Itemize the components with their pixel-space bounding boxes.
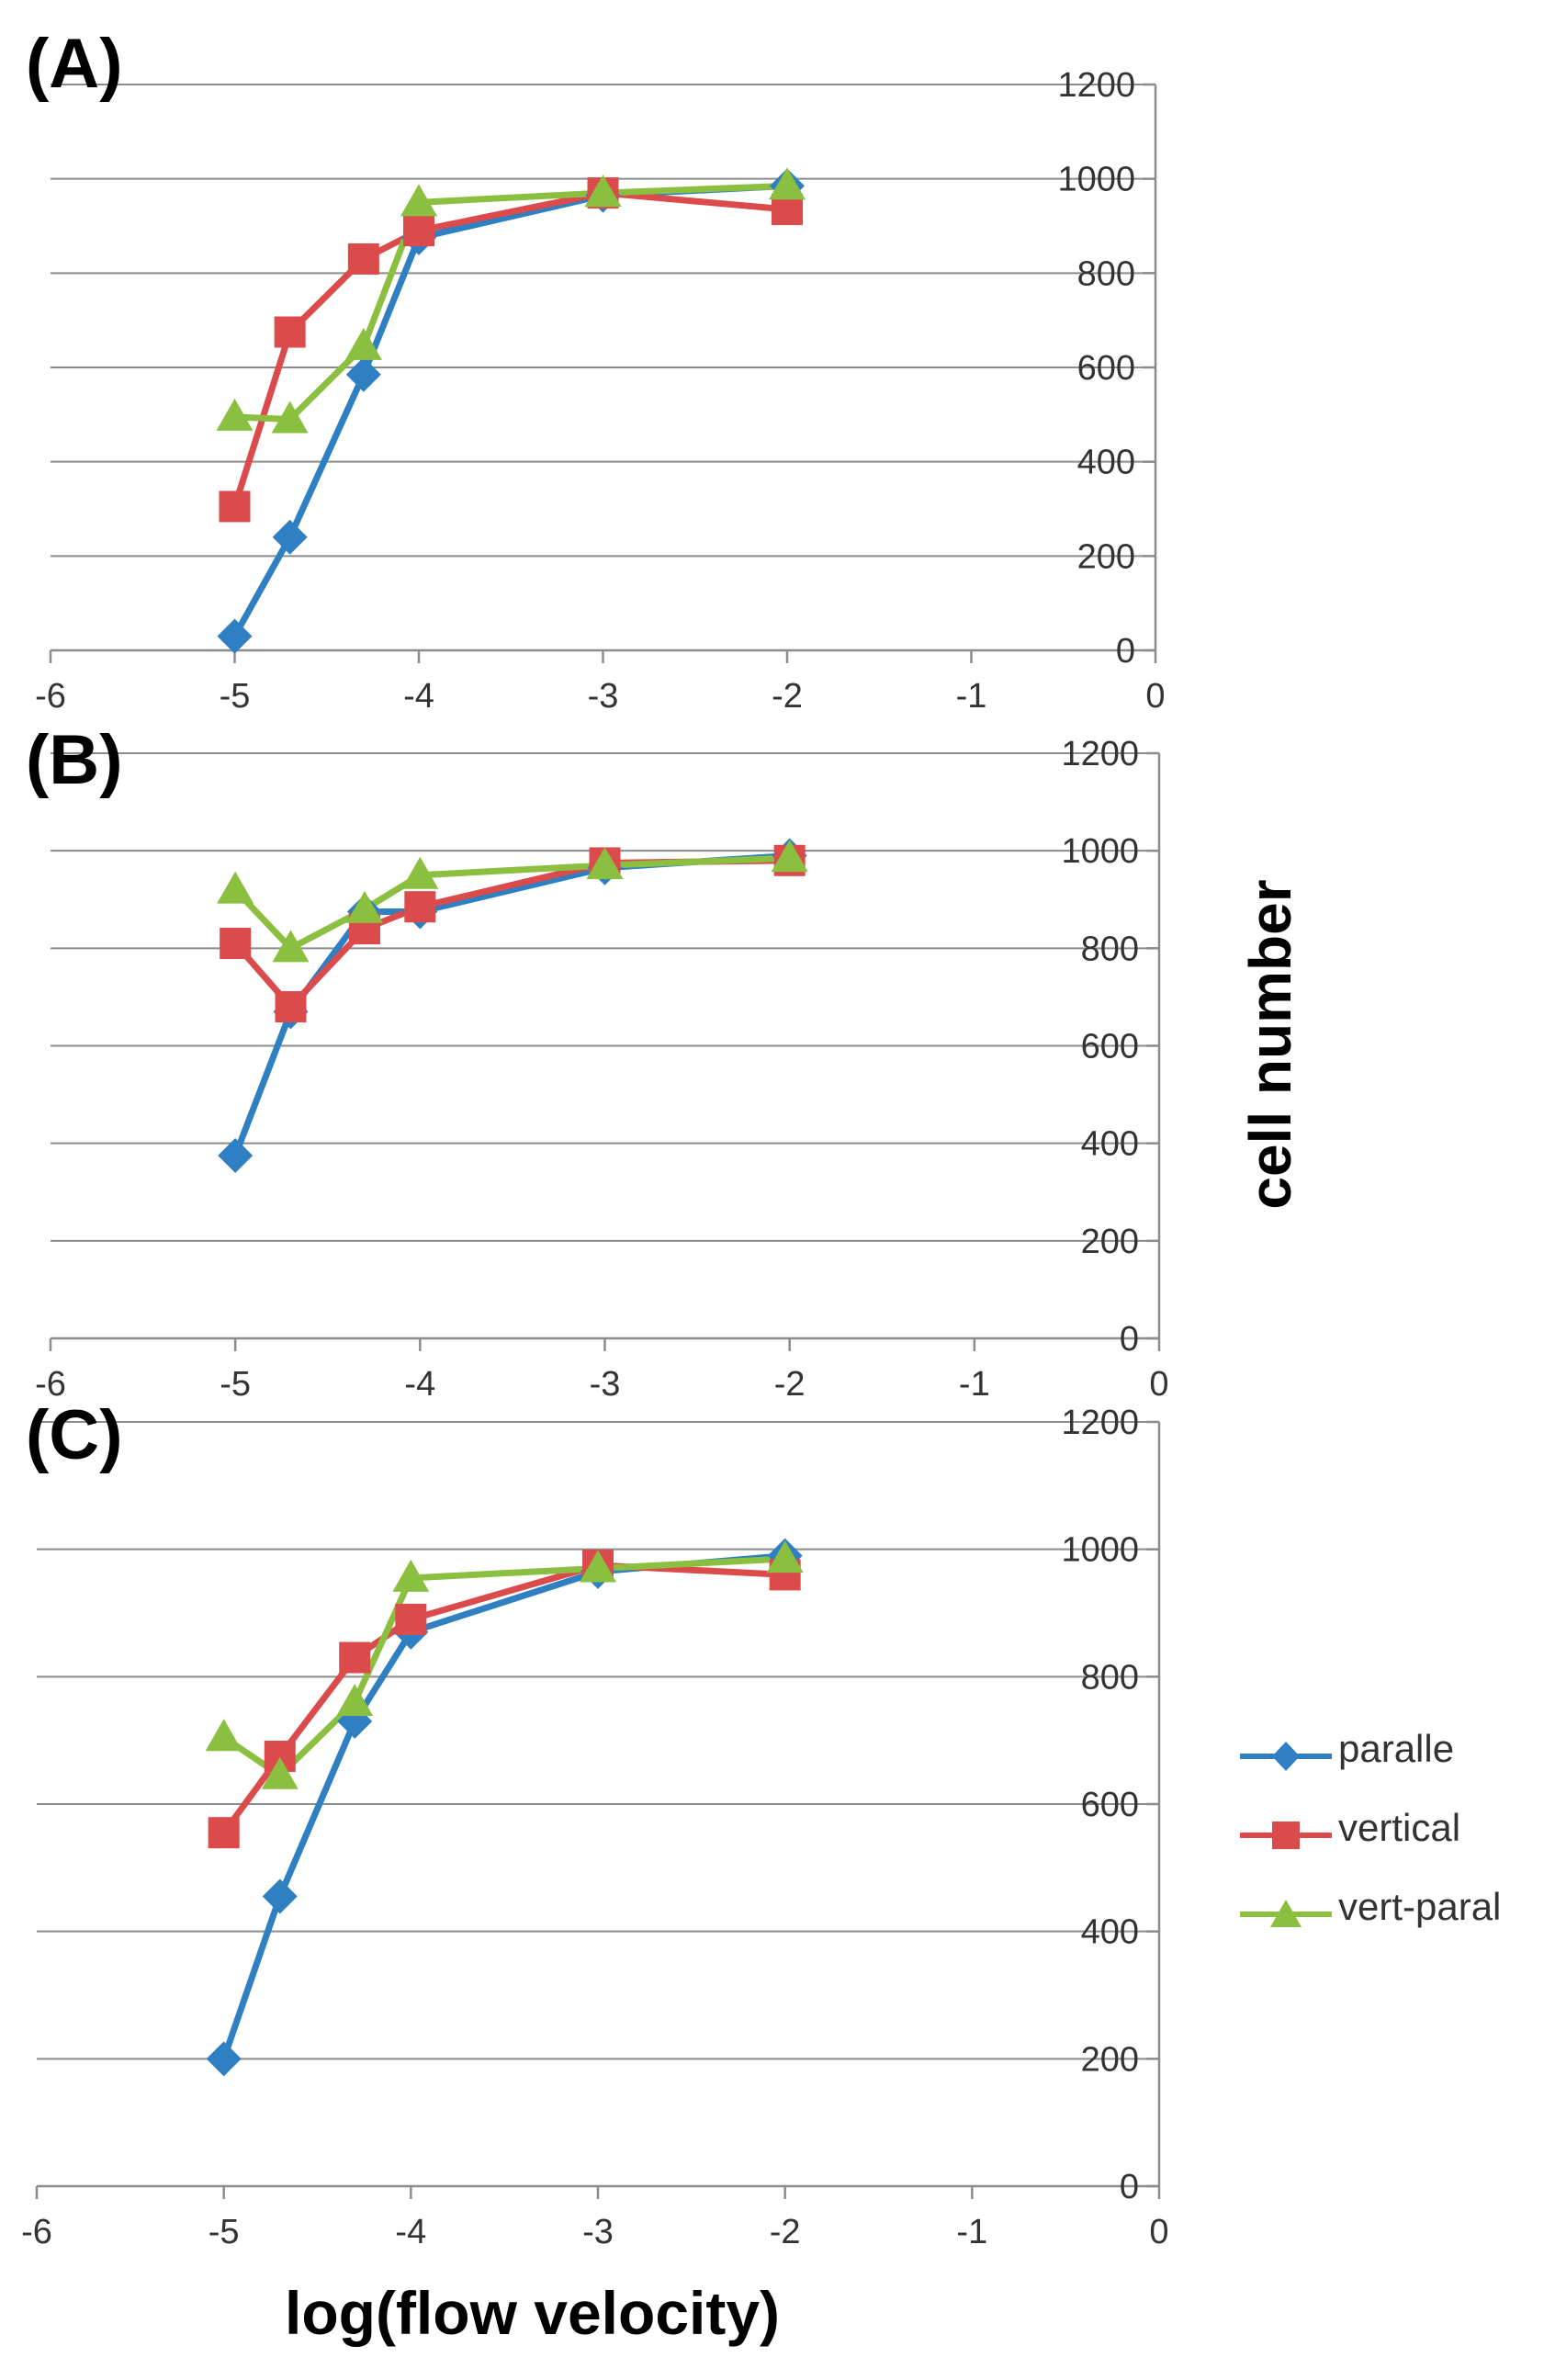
panel-a-point-paralle-1 (272, 519, 308, 555)
panel-a-point-vertical-2 (347, 243, 379, 275)
panel-a-x-tick-label: -4 (403, 677, 434, 716)
panel-c-x-tick-label: 0 (1149, 2213, 1168, 2251)
panel-b-point-vert-paral-1 (272, 930, 310, 963)
panel-c-y-tick-label: 200 (1081, 2040, 1139, 2079)
panel-label-a: (A) (26, 25, 123, 103)
panel-a-y-tick-label: 1000 (1057, 161, 1135, 199)
legend-swatch-vert-paral (1240, 1900, 1332, 1927)
panel-b-y-tick-label: 1000 (1061, 832, 1139, 871)
panel-b-series-line-paralle (231, 852, 790, 1157)
panel-b-x-tick-label: -6 (35, 1365, 66, 1404)
panel-c-y-tick-label: 1200 (1061, 1404, 1139, 1442)
panel-b-y-tick-label: 0 (1120, 1320, 1139, 1359)
panel-b-x-tick-label: 0 (1149, 1365, 1168, 1404)
panel-c-x-tick-label: -6 (21, 2213, 52, 2251)
panel-a-point-vertical-1 (274, 316, 306, 348)
panel-b-point-vert-paral-5 (771, 840, 808, 873)
panel-a-point-vertical-0 (219, 491, 251, 523)
panel-b-x-tick-label: -5 (220, 1365, 251, 1404)
legend-label-vertical: vertical (1338, 1806, 1461, 1849)
panel-b-y-tick-label: 1200 (1061, 735, 1139, 773)
panel-b-x-tick-label: -1 (959, 1365, 990, 1404)
legend-swatch-paralle (1240, 1742, 1332, 1771)
panel-a-y-tick-label: 400 (1077, 444, 1135, 482)
legend-label-vert-paral: vert-paral (1338, 1885, 1502, 1928)
panel-c-y-tick-label: 1000 (1061, 1531, 1139, 1570)
panel-b-point-vert-paral-4 (586, 847, 624, 880)
panel-a-series-line-vertical (231, 189, 788, 508)
panel-c-y-tick-label: 600 (1081, 1786, 1139, 1824)
panel-a-point-vert-paral-2 (344, 327, 382, 360)
panel-a-y-tick-label: 1200 (1057, 66, 1135, 105)
panel-c-x-tick-label: -2 (770, 2213, 801, 2251)
panel-a-point-vert-paral-5 (769, 167, 806, 200)
y-axis-label: cell number (1237, 879, 1303, 1210)
panel-a-x-tick-label: -3 (588, 677, 619, 716)
panel-c-y-tick-label: 0 (1120, 2168, 1139, 2206)
panel-c-y-tick-label: 800 (1081, 1658, 1139, 1697)
panel-a-y-tick-label: 600 (1077, 349, 1135, 388)
panel-a-y-tick-label: 0 (1116, 632, 1135, 671)
panel-a-point-paralle-0 (217, 618, 253, 654)
panel-b-y-tick-label: 200 (1081, 1223, 1139, 1261)
panel-c-point-paralle-0 (206, 2041, 242, 2077)
panel-c-x-tick-label: -3 (582, 2213, 614, 2251)
legend-item-vertical: vertical (1235, 1797, 1538, 1876)
panel-c-point-vert-paral-3 (392, 1559, 430, 1592)
panel-c-point-vert-paral-0 (205, 1719, 242, 1752)
panel-c-x-tick-label: -5 (208, 2213, 240, 2251)
legend-item-vert-paral: vert-paral (1235, 1876, 1538, 1955)
panel-c-point-vertical-3 (395, 1603, 427, 1635)
legend-swatch-vertical (1240, 1822, 1332, 1849)
panel-b-y-tick-label: 400 (1081, 1125, 1139, 1164)
panel-c-x-tick-label: -1 (956, 2213, 987, 2251)
panel-c-point-vertical-0 (208, 1817, 240, 1849)
panel-a-point-vertical-3 (403, 215, 434, 247)
panel-a-x-tick-label: -1 (956, 677, 987, 716)
panel-c-point-paralle-1 (262, 1878, 298, 1914)
panel-a-x-tick-label: -2 (772, 677, 803, 716)
panel-b-point-paralle-0 (218, 1137, 254, 1173)
panel-b-point-vert-paral-3 (401, 856, 439, 889)
panel-a-x-tick-label: -5 (220, 677, 251, 716)
panel-c-series-line-vertical (220, 1562, 785, 1835)
panel-b-point-vert-paral-2 (345, 890, 383, 923)
x-axis-label: log(flow velocity) (285, 2279, 781, 2347)
panel-label-b: (B) (26, 721, 123, 799)
panel-a-x-tick-label: -6 (35, 677, 66, 716)
panel-a-point-vert-paral-4 (584, 175, 622, 208)
legend-item-paralle: paralle (1235, 1718, 1538, 1797)
panel-b-x-tick-label: -4 (404, 1365, 435, 1404)
panel-a-series-line-paralle (231, 182, 788, 638)
panel-c-point-vertical-2 (339, 1641, 371, 1674)
panel-c-x-tick-label: -4 (395, 2213, 426, 2251)
panel-b-x-tick-label: -2 (774, 1365, 806, 1404)
panel-c-point-vert-paral-5 (766, 1540, 804, 1574)
panel-b-point-vertical-3 (404, 891, 436, 923)
panel-c-series-line-paralle (220, 1552, 785, 2060)
panel-c-point-vert-paral-1 (261, 1756, 299, 1789)
panel-b-point-vertical-1 (275, 991, 307, 1023)
panel-label-c: (C) (26, 1396, 123, 1474)
panel-b-series-line-vert-paral (232, 854, 790, 952)
legend-label-paralle: paralle (1338, 1727, 1455, 1770)
panel-b-y-tick-label: 600 (1081, 1028, 1139, 1066)
panel-a-point-paralle-2 (345, 356, 381, 392)
panel-c-y-tick-label: 400 (1081, 1913, 1139, 1952)
panel-a-point-vert-paral-3 (400, 184, 437, 217)
panel-b-y-tick-label: 800 (1081, 930, 1139, 968)
panel-b-point-vert-paral-0 (217, 871, 254, 904)
panel-a-y-tick-label: 200 (1077, 537, 1135, 576)
panel-c-point-vert-paral-2 (336, 1684, 374, 1717)
panel-a-x-tick-label: 0 (1145, 677, 1165, 716)
panel-a-y-tick-label: 800 (1077, 254, 1135, 293)
panel-b-point-vertical-0 (220, 928, 252, 960)
panel-b-x-tick-label: -3 (590, 1365, 621, 1404)
legend: paralle vertical vert-paral (1235, 1718, 1538, 1955)
panel-a-point-vert-paral-0 (216, 398, 254, 431)
panel-c-point-vert-paral-4 (580, 1550, 616, 1583)
panel-a-point-vert-paral-1 (271, 400, 309, 434)
